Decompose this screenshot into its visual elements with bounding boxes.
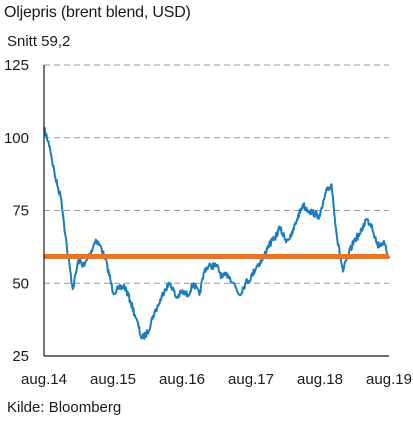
x-tick-label: aug.16 xyxy=(159,371,205,388)
grid-lines xyxy=(44,64,389,284)
x-tick-label: aug.18 xyxy=(297,371,343,388)
y-tick-label: 75 xyxy=(12,203,29,220)
source-note: Kilde: Bloomberg xyxy=(7,399,122,416)
y-tick-labels: 25 50 75 100 125 xyxy=(4,57,29,365)
x-tick-labels: aug.14 aug.15 aug.16 aug.17 aug.18 aug.19 xyxy=(21,371,412,388)
price-series-line xyxy=(43,126,390,340)
x-tick-label: aug.19 xyxy=(366,371,412,388)
x-tick-label: aug.14 xyxy=(21,371,67,388)
y-tick-label: 50 xyxy=(12,275,29,292)
y-tick-label: 25 xyxy=(12,348,29,365)
chart-title: Oljepris (brent blend, USD) xyxy=(4,4,191,21)
x-tick-label: aug.15 xyxy=(90,371,136,388)
y-tick-label: 100 xyxy=(4,130,29,147)
x-tick-label: aug.17 xyxy=(228,371,274,388)
average-label: Snitt 59,2 xyxy=(7,33,71,50)
y-tick-label: 125 xyxy=(4,57,29,74)
